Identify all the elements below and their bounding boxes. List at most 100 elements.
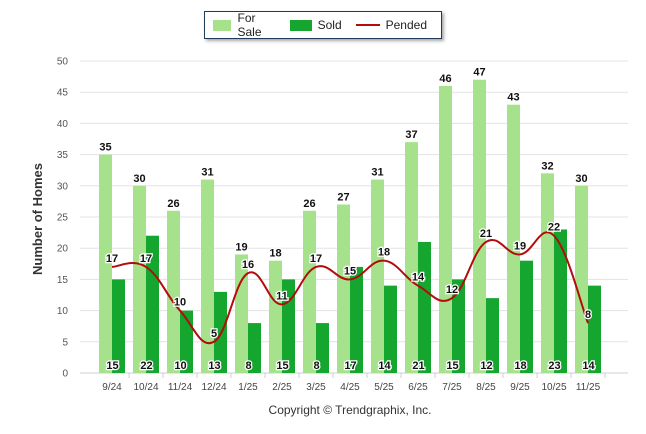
pended-data-label: 5 [211, 328, 217, 340]
sold-data-label: 17 [344, 360, 356, 372]
sold-data-label: 14 [582, 360, 595, 372]
legend-item-for-sale[interactable]: For Sale [213, 11, 276, 39]
y-tick-label: 50 [57, 57, 69, 68]
pended-swatch [355, 24, 380, 26]
for-sale-data-label: 47 [473, 67, 485, 79]
for-sale-bar [99, 154, 112, 373]
sold-data-label: 21 [412, 360, 424, 372]
sold-data-label: 8 [245, 360, 251, 372]
pended-data-label: 10 [174, 297, 186, 309]
sold-bar [418, 241, 431, 373]
for-sale-bar [235, 254, 248, 373]
y-tick-label: 45 [57, 88, 69, 99]
x-tick-label: 1/25 [238, 382, 258, 393]
sold-data-label: 15 [446, 360, 458, 372]
for-sale-data-label: 18 [269, 248, 281, 260]
pended-data-label: 22 [548, 222, 560, 234]
for-sale-data-label: 37 [405, 129, 417, 141]
y-tick-label: 40 [57, 119, 69, 130]
pended-data-label: 21 [480, 228, 492, 240]
for-sale-data-label: 43 [507, 92, 519, 104]
for-sale-bar [541, 173, 554, 373]
sold-data-label: 15 [276, 360, 288, 372]
for-sale-bar [201, 179, 214, 373]
legend-label-sold: Sold [317, 18, 342, 32]
sold-bar [112, 279, 125, 373]
x-tick-label: 2/25 [272, 382, 292, 393]
for-sale-bar [439, 85, 452, 374]
for-sale-data-label: 35 [99, 142, 111, 154]
sold-bar [520, 260, 533, 373]
for-sale-data-label: 19 [235, 241, 247, 253]
sold-swatch [289, 19, 312, 31]
x-tick-label: 11/24 [168, 382, 193, 393]
for-sale-swatch [213, 19, 232, 31]
legend-item-pended[interactable]: Pended [355, 18, 427, 32]
pended-data-label: 17 [140, 253, 152, 265]
for-sale-data-label: 31 [201, 167, 213, 179]
for-sale-data-label: 32 [541, 160, 553, 172]
for-sale-bar [575, 185, 588, 373]
for-sale-data-label: 27 [337, 192, 349, 204]
for-sale-bar [167, 210, 180, 373]
sold-data-label: 8 [313, 360, 319, 372]
sold-bar [486, 298, 499, 373]
pended-data-label: 8 [585, 309, 591, 321]
sold-data-label: 10 [174, 360, 186, 372]
y-tick-label: 20 [57, 244, 69, 255]
x-tick-label: 9/24 [102, 382, 122, 393]
for-sale-bar [371, 179, 384, 373]
for-sale-bar [405, 142, 418, 373]
x-tick-label: 10/24 [133, 382, 158, 393]
legend-item-sold[interactable]: Sold [289, 18, 342, 32]
sold-bar [384, 285, 397, 373]
for-sale-data-label: 26 [167, 198, 179, 210]
for-sale-bar [473, 79, 486, 373]
legend-label-pended: Pended [385, 18, 427, 32]
for-sale-data-label: 30 [575, 173, 587, 185]
x-tick-label: 12/24 [201, 382, 226, 393]
y-tick-label: 5 [62, 337, 68, 348]
sold-data-label: 15 [106, 360, 118, 372]
x-tick-label: 4/25 [340, 382, 360, 393]
sold-bar [316, 323, 329, 373]
sold-bar [452, 279, 465, 373]
for-sale-data-label: 26 [303, 198, 315, 210]
sold-data-label: 14 [378, 360, 391, 372]
x-tick-label: 5/25 [374, 382, 394, 393]
for-sale-bar [303, 210, 316, 373]
legend: For Sale Sold Pended [204, 11, 442, 39]
pended-data-label: 15 [344, 265, 356, 277]
legend-label-for-sale: For Sale [237, 11, 262, 39]
pended-data-label: 12 [446, 284, 458, 296]
pended-data-label: 19 [514, 240, 526, 252]
sold-bar [248, 323, 261, 373]
y-tick-label: 15 [57, 275, 69, 286]
sold-bar [588, 285, 601, 373]
sold-bar [350, 266, 363, 373]
for-sale-bar [337, 204, 350, 373]
for-sale-data-label: 31 [371, 167, 383, 179]
for-sale-data-label: 46 [439, 73, 451, 85]
pended-data-label: 17 [106, 253, 118, 265]
for-sale-data-label: 30 [133, 173, 145, 185]
x-tick-label: 3/25 [306, 382, 326, 393]
y-tick-label: 0 [62, 369, 68, 380]
y-tick-label: 30 [57, 181, 69, 192]
x-tick-label: 7/25 [442, 382, 462, 393]
x-tick-label: 10/25 [541, 382, 566, 393]
pended-data-label: 16 [242, 259, 254, 271]
sold-data-label: 12 [480, 360, 492, 372]
pended-line [111, 231, 589, 345]
copyright-text: Copyright © Trendgraphix, Inc. [268, 403, 432, 417]
x-tick-label: 9/25 [510, 382, 530, 393]
sold-data-label: 18 [514, 360, 526, 372]
y-tick-label: 35 [57, 150, 69, 161]
sold-data-label: 22 [140, 360, 152, 372]
for-sale-bar [507, 104, 520, 374]
sold-data-label: 13 [208, 360, 220, 372]
x-tick-label: 6/25 [408, 382, 428, 393]
for-sale-bar [133, 185, 146, 373]
sold-bar [180, 310, 193, 373]
